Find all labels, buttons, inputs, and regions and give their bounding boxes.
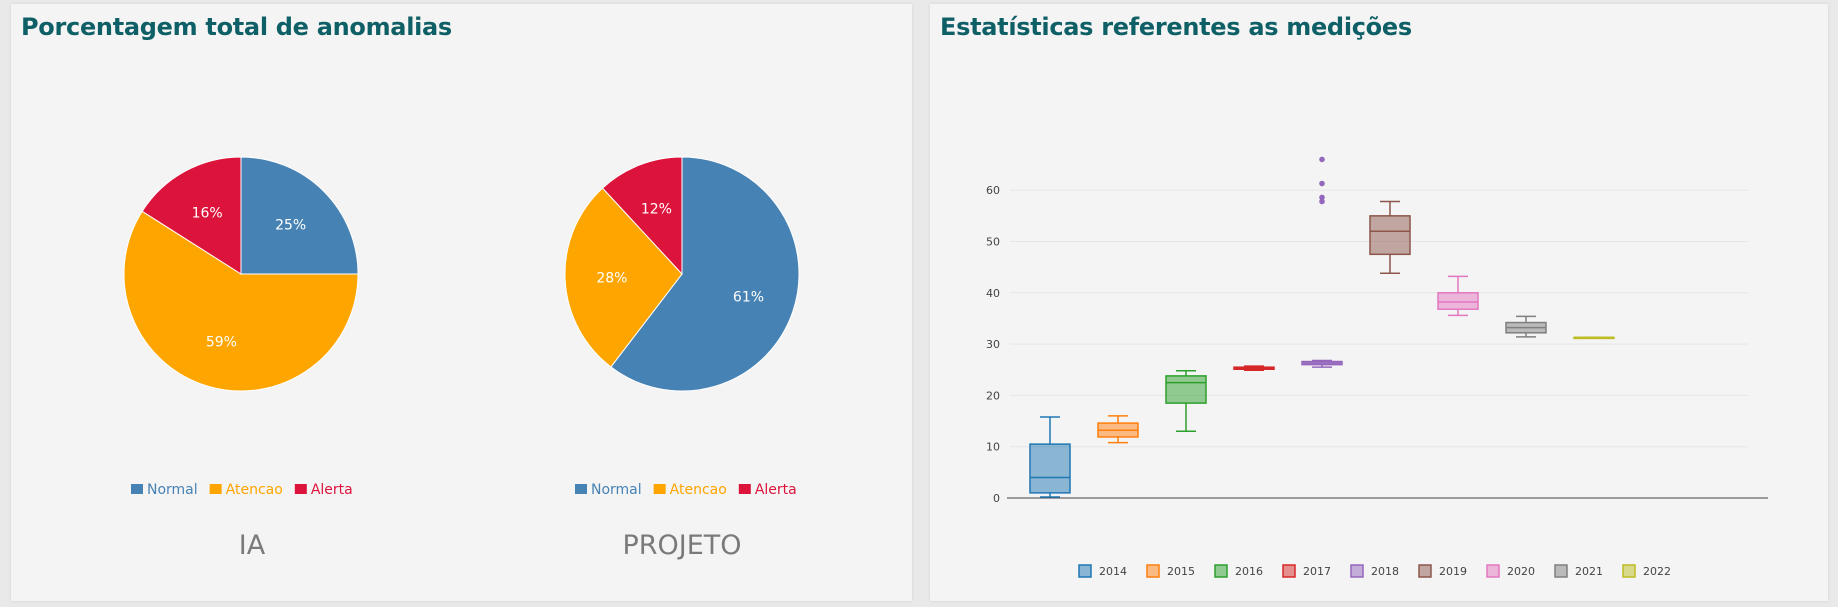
legend-swatch (131, 484, 143, 494)
panel-title: Estatísticas referentes as medições (940, 13, 1412, 41)
legend-label: 2014 (1099, 565, 1127, 578)
legend-item-alerta[interactable]: Alerta (738, 482, 797, 498)
pie-value-label: 28% (596, 270, 627, 286)
box-legend: 2014 2015 2016 2017 2018 2019 2020 2021 2022 (1078, 564, 1671, 578)
legend-label: Alerta (755, 482, 797, 498)
legend-swatch (209, 484, 222, 494)
y-tick-label: 60 (986, 184, 1000, 197)
y-tick-label: 40 (986, 287, 1000, 300)
outlier-point[interactable] (1319, 194, 1325, 201)
legend-label: Normal (147, 482, 198, 498)
box-iqr (1165, 375, 1207, 404)
pie-slice-normal[interactable] (240, 156, 359, 275)
legend-item-atencao[interactable]: Atencao (653, 482, 727, 498)
outlier-point[interactable] (1319, 180, 1325, 187)
outlier-point[interactable] (1319, 198, 1325, 205)
legend-swatch (294, 484, 307, 494)
box-2015[interactable] (1097, 415, 1139, 444)
panel-title: Porcentagem total de anomalias (21, 13, 452, 41)
box-2017[interactable] (1233, 365, 1275, 372)
y-tick-label: 0 (993, 492, 1000, 505)
legend-item-normal[interactable]: Normal (131, 482, 198, 498)
legend-swatch (1554, 564, 1568, 578)
legend-label: 2020 (1507, 565, 1535, 578)
legend-label: 2021 (1575, 565, 1603, 578)
legend-swatch (1078, 564, 1092, 578)
legend-label: Atencao (226, 482, 283, 498)
legend-label: Normal (591, 482, 642, 498)
legend-item-2017[interactable]: 2017 (1282, 564, 1331, 578)
legend-item-2019[interactable]: 2019 (1418, 564, 1467, 578)
pie-value-label: 12% (641, 202, 672, 218)
y-tick-label: 30 (986, 338, 1000, 351)
outlier-point[interactable] (1319, 156, 1325, 163)
legend-label: 2016 (1235, 565, 1263, 578)
legend-label: 2022 (1643, 565, 1671, 578)
legend-item-normal[interactable]: Normal (575, 482, 642, 498)
legend-swatch (575, 484, 587, 494)
legend-item-2018[interactable]: 2018 (1350, 564, 1399, 578)
box-plot-chart: 0 10 20 30 40 50 60 2014 2015 2016 2017 2018 2019 202… (986, 156, 1768, 578)
pie-slice-atencao[interactable] (123, 210, 359, 392)
box-2019[interactable] (1369, 200, 1411, 275)
legend-item-alerta[interactable]: Alerta (294, 482, 353, 498)
legend-label: Alerta (311, 482, 353, 498)
box-2020[interactable] (1437, 275, 1479, 317)
y-tick-label: 50 (986, 236, 1000, 249)
box-2022[interactable] (1573, 336, 1615, 340)
legend-label: 2015 (1167, 565, 1195, 578)
legend-swatch (653, 484, 666, 494)
legend-swatch (1146, 564, 1160, 578)
box-2018[interactable] (1301, 156, 1343, 368)
legend-item-2015[interactable]: 2015 (1146, 564, 1195, 578)
pie-slice-normal[interactable] (610, 156, 800, 392)
legend-label: Atencao (670, 482, 727, 498)
measurement-statistics-panel: Estatísticas referentes as medições 0 10 2… (930, 4, 1828, 601)
legend-label: 2018 (1371, 565, 1399, 578)
box-2014[interactable] (1029, 416, 1071, 498)
box-iqr (1029, 443, 1071, 494)
legend-item-2022[interactable]: 2022 (1622, 564, 1671, 578)
legend-item-2020[interactable]: 2020 (1486, 564, 1535, 578)
box-iqr (1369, 215, 1411, 256)
pie-title-ia: IA (238, 530, 266, 561)
pie-1: 61% 28% 12% Normal Atencao Alerta (564, 156, 800, 498)
legend-swatch (1214, 564, 1228, 578)
box-2021[interactable] (1505, 315, 1547, 338)
y-tick-label: 20 (986, 389, 1000, 402)
legend-swatch (1622, 564, 1636, 578)
legend-swatch (738, 484, 751, 494)
legend-swatch (1486, 564, 1500, 578)
legend-label: 2019 (1439, 565, 1467, 578)
legend-label: 2017 (1303, 565, 1331, 578)
legend-item-2014[interactable]: 2014 (1078, 564, 1127, 578)
pie-slice-alerta[interactable] (601, 156, 683, 276)
y-tick-label: 10 (986, 441, 1000, 454)
pie-value-label: 61% (733, 290, 764, 306)
pie-value-label: 16% (192, 205, 223, 221)
box-iqr (1437, 292, 1479, 310)
pie-0: 25% 59% 16% Normal Atencao Alerta (123, 156, 359, 498)
legend-item-2021[interactable]: 2021 (1554, 564, 1603, 578)
legend-item-2016[interactable]: 2016 (1214, 564, 1263, 578)
pie-slice-atencao[interactable] (564, 187, 683, 368)
pie-value-label: 25% (275, 217, 306, 233)
legend-swatch (1350, 564, 1364, 578)
anomaly-percentage-panel: Porcentagem total de anomalias 25% 59% 16%… (11, 4, 912, 601)
legend-item-atencao[interactable]: Atencao (209, 482, 283, 498)
pie-charts: 25% 59% 16% Normal Atencao Alerta 61% 28% 12% Nor… (123, 156, 800, 498)
pie-title-projeto: PROJETO (622, 530, 742, 561)
legend-swatch (1418, 564, 1432, 578)
pie-value-label: 59% (206, 334, 237, 350)
legend-swatch (1282, 564, 1296, 578)
box-2016[interactable] (1165, 370, 1207, 433)
pie-slice-alerta[interactable] (141, 156, 242, 275)
